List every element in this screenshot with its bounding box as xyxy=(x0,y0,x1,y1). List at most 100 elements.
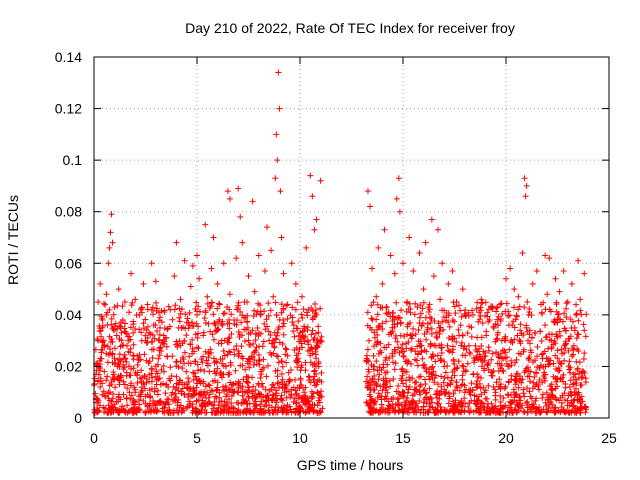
band-point xyxy=(183,368,190,375)
data-point xyxy=(251,288,258,295)
band-point xyxy=(384,361,391,368)
band-point xyxy=(583,311,590,318)
data-point xyxy=(581,270,588,277)
band-point xyxy=(268,404,275,411)
band-point xyxy=(404,323,411,330)
band-point xyxy=(123,369,130,376)
band-point xyxy=(292,306,299,313)
band-point xyxy=(386,377,393,384)
data-point xyxy=(579,368,586,375)
band-point xyxy=(202,309,209,316)
data-point xyxy=(109,350,116,357)
band-point xyxy=(444,374,451,381)
band-point xyxy=(218,374,225,381)
band-point xyxy=(273,332,280,339)
y-tick-label: 0.14 xyxy=(55,49,82,65)
band-point xyxy=(167,409,174,416)
band-point xyxy=(311,373,318,380)
band-point xyxy=(574,407,581,414)
band-point xyxy=(380,364,387,371)
band-point xyxy=(103,377,110,384)
band-point xyxy=(189,323,196,330)
data-point xyxy=(529,280,536,287)
band-point xyxy=(115,373,122,380)
band-point xyxy=(453,365,460,372)
band-point xyxy=(257,405,264,412)
data-point xyxy=(169,353,176,360)
y-axis-label: ROTI / TECUs xyxy=(5,195,21,285)
band-point xyxy=(552,408,559,415)
band-point xyxy=(396,408,403,415)
x-tick-label: 0 xyxy=(90,430,98,446)
data-point xyxy=(111,304,118,311)
band-point xyxy=(275,326,282,333)
data-point xyxy=(218,337,225,344)
band-point xyxy=(251,349,258,356)
band-point xyxy=(497,350,504,357)
band-point xyxy=(111,345,118,352)
band-point xyxy=(458,339,465,346)
band-point xyxy=(212,370,219,377)
band-point xyxy=(438,344,445,351)
band-point xyxy=(100,300,107,307)
data-point xyxy=(533,268,540,275)
data-point xyxy=(138,378,145,385)
band-point xyxy=(425,304,432,311)
data-point xyxy=(105,260,112,267)
band-point xyxy=(573,310,580,317)
band-point xyxy=(493,379,500,386)
band-point xyxy=(434,400,441,407)
data-point xyxy=(522,193,529,200)
band-point xyxy=(579,374,586,381)
band-point xyxy=(542,306,549,313)
band-point xyxy=(429,370,436,377)
band-point xyxy=(235,353,242,360)
band-point xyxy=(379,387,386,394)
data-point xyxy=(121,298,128,305)
band-point xyxy=(420,362,427,369)
band-point xyxy=(576,359,583,366)
band-point xyxy=(536,404,543,411)
band-point xyxy=(230,404,237,411)
band-point xyxy=(210,405,217,412)
band-point xyxy=(499,367,506,374)
band-point xyxy=(421,361,428,368)
band-point xyxy=(445,389,452,396)
band-point xyxy=(394,396,401,403)
band-point xyxy=(249,390,256,397)
band-point xyxy=(469,307,476,314)
band-point xyxy=(204,300,211,307)
band-point xyxy=(410,409,417,416)
band-point xyxy=(170,383,177,390)
band-point xyxy=(210,311,217,318)
band-point xyxy=(513,313,520,320)
band-point xyxy=(476,351,483,358)
band-point xyxy=(391,323,398,330)
band-point xyxy=(96,402,103,409)
band-point xyxy=(468,333,475,340)
data-point xyxy=(523,182,530,189)
band-point xyxy=(251,357,258,364)
band-point xyxy=(216,316,223,323)
band-point xyxy=(263,316,270,323)
data-point xyxy=(198,389,205,396)
band-point xyxy=(309,308,316,315)
x-tick-label: 25 xyxy=(601,430,617,446)
data-point xyxy=(519,249,526,256)
band-point xyxy=(374,301,381,308)
band-point xyxy=(92,390,99,397)
band-point xyxy=(478,363,485,370)
band-point xyxy=(138,329,145,336)
band-point xyxy=(311,367,318,374)
band-point xyxy=(209,299,216,306)
band-point xyxy=(391,346,398,353)
band-point xyxy=(179,385,186,392)
band-point xyxy=(304,399,311,406)
band-point xyxy=(172,390,179,397)
data-point xyxy=(447,381,454,388)
band-point xyxy=(407,346,414,353)
band-point xyxy=(163,343,170,350)
band-point xyxy=(107,407,114,414)
band-point xyxy=(94,378,101,385)
band-point xyxy=(425,408,432,415)
